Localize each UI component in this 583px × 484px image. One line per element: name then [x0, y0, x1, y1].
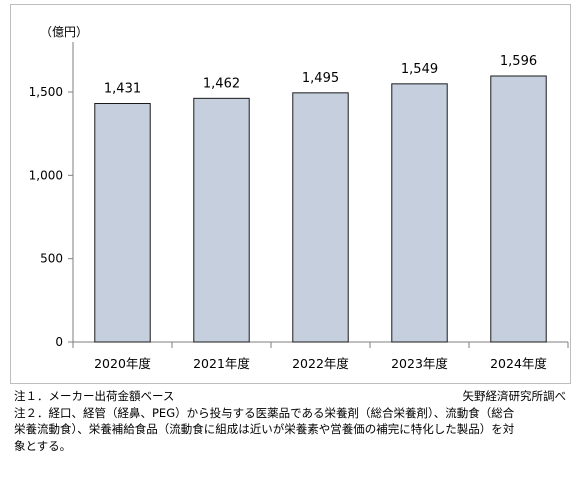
x-tick-label: 2024年度	[490, 356, 547, 371]
note-2-line-2: 栄養流動食）、栄養補給食品（流動食に組成は近いが栄養素や営養価の補完に特化した製…	[14, 422, 515, 436]
bar	[490, 75, 547, 343]
bar-value-label: 1,431	[104, 82, 141, 97]
y-tick-label: 1,500	[29, 85, 63, 99]
y-tick-label: 0	[55, 335, 63, 349]
bar	[193, 97, 250, 343]
footnotes: 注１．メーカー出荷金額ベース 矢野経済研究所調べ 注２．経口、経管（経鼻、PEG…	[14, 388, 570, 454]
y-axis-unit-label: （億円）	[40, 25, 88, 39]
bar-value-label: 1,462	[203, 76, 240, 91]
note-2-line-1: 注２．経口、経管（経鼻、PEG）から投与する医薬品である栄養剤（総合栄養剤）、流…	[14, 405, 515, 420]
x-tick-label: 2020年度	[94, 356, 151, 371]
x-tick-label: 2022年度	[292, 356, 349, 371]
x-tick-label: 2023年度	[391, 356, 448, 371]
y-tick-label: 500	[40, 252, 63, 266]
x-tick-label: 2021年度	[193, 356, 250, 371]
y-tick-label: 1,000	[29, 168, 63, 182]
bar-value-label: 1,549	[401, 62, 438, 77]
bar	[292, 92, 349, 343]
bar	[94, 103, 151, 343]
note-1: 注１．メーカー出荷金額ベース	[14, 389, 175, 403]
bar-value-label: 1,495	[302, 71, 339, 86]
plot-area: 0 500 1,000 1,500 1,431 2020年度 1,462 2021年度 1,49…	[29, 42, 569, 371]
bar-chart: （億円） 0 500 1,000 1,500 1,431 2020年度 1,462 2021年…	[29, 25, 569, 371]
source-credit: 矢野経済研究所調べ	[462, 389, 567, 403]
bar	[391, 83, 448, 343]
note-2-line-3: 象とする。	[14, 438, 72, 453]
bar-value-label: 1,596	[500, 54, 537, 69]
